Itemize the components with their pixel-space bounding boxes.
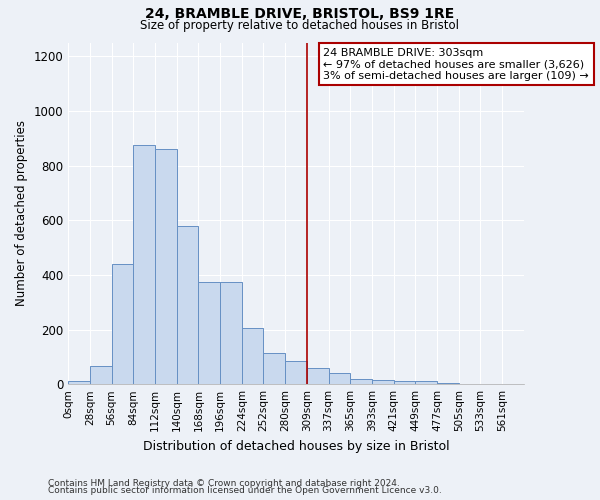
Bar [199, 282, 220, 384]
Bar [285, 361, 307, 384]
Text: Size of property relative to detached houses in Bristol: Size of property relative to detached ho… [140, 19, 460, 32]
Bar [220, 282, 242, 384]
Bar [242, 328, 263, 384]
Bar [350, 378, 372, 384]
Bar [329, 373, 350, 384]
Bar [133, 145, 155, 384]
Bar [155, 149, 176, 384]
Text: Contains HM Land Registry data © Crown copyright and database right 2024.: Contains HM Land Registry data © Crown c… [48, 478, 400, 488]
Bar [90, 366, 112, 384]
Text: 24, BRAMBLE DRIVE, BRISTOL, BS9 1RE: 24, BRAMBLE DRIVE, BRISTOL, BS9 1RE [145, 8, 455, 22]
Bar [112, 264, 133, 384]
X-axis label: Distribution of detached houses by size in Bristol: Distribution of detached houses by size … [143, 440, 449, 452]
Bar [372, 380, 394, 384]
Bar [394, 380, 415, 384]
Bar [176, 226, 199, 384]
Bar [307, 368, 329, 384]
Text: Contains public sector information licensed under the Open Government Licence v3: Contains public sector information licen… [48, 486, 442, 495]
Y-axis label: Number of detached properties: Number of detached properties [15, 120, 28, 306]
Bar [263, 352, 285, 384]
Text: 24 BRAMBLE DRIVE: 303sqm
← 97% of detached houses are smaller (3,626)
3% of semi: 24 BRAMBLE DRIVE: 303sqm ← 97% of detach… [323, 48, 589, 81]
Bar [415, 382, 437, 384]
Bar [68, 382, 90, 384]
